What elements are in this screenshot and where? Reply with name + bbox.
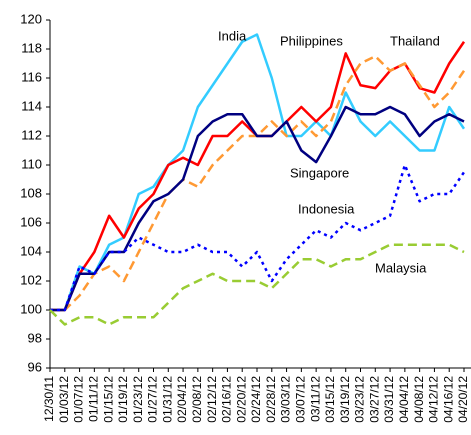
x-tick-label: 04/16/12 [441,376,455,423]
y-tick-label: 106 [20,214,42,229]
x-tick-label: 01/23/12 [131,376,145,423]
series-label: Singapore [290,165,349,180]
x-tick-label: 01/19/12 [116,376,130,423]
x-tick-label: 03/15/12 [323,376,337,423]
series-label: Thailand [390,33,440,48]
x-tick-label: 01/15/12 [101,376,115,423]
x-tick-label: 03/23/12 [353,376,367,423]
x-tick-label: 02/04/12 [175,376,189,423]
x-tick-label: 01/31/12 [160,376,174,423]
x-tick-label: 03/31/12 [382,376,396,423]
series-label: Philippines [280,33,343,48]
y-tick-label: 100 [20,301,42,316]
x-tick-label: 02/12/12 [205,376,219,423]
y-tick-label: 116 [21,69,42,84]
x-tick-label: 02/20/12 [234,376,248,423]
x-tick-label: 01/07/12 [72,376,86,423]
x-tick-label: 04/04/12 [397,376,411,423]
x-tick-label: 01/03/12 [57,376,71,423]
x-tick-label: 02/24/12 [249,376,263,423]
x-tick-label: 03/07/12 [294,376,308,423]
y-tick-label: 118 [21,40,42,55]
y-tick-label: 114 [21,98,42,113]
y-tick-label: 120 [20,11,42,26]
x-tick-label: 01/11/12 [87,376,101,422]
series-label: India [218,28,247,43]
series-label: Indonesia [298,201,355,216]
series-line [49,243,465,326]
x-tick-label: 03/27/12 [367,376,381,423]
y-tick-label: 98 [28,330,42,345]
y-tick-label: 104 [20,243,42,258]
x-tick-label: 01/27/12 [146,376,160,423]
x-tick-label: 02/16/12 [220,376,234,423]
x-tick-label: 04/20/12 [456,376,470,423]
y-tick-label: 112 [21,127,42,142]
x-tick-label: 04/08/12 [412,376,426,423]
y-tick-label: 96 [28,359,42,374]
y-tick-label: 102 [20,272,42,287]
x-tick-label: 12/30/11 [42,376,56,422]
y-tick-label: 110 [21,156,42,171]
y-tick-label: 108 [20,185,42,200]
series-label: Malaysia [375,260,427,275]
x-tick-label: 04/12/12 [427,376,441,423]
x-tick-label: 03/19/12 [338,376,352,423]
x-tick-label: 03/03/12 [279,376,293,423]
series-line [50,105,465,312]
x-tick-label: 02/08/12 [190,376,204,423]
x-tick-label: 02/28/12 [264,376,278,423]
x-tick-label: 03/11/12 [308,376,322,422]
series-line [50,33,466,312]
series-line [50,163,466,312]
